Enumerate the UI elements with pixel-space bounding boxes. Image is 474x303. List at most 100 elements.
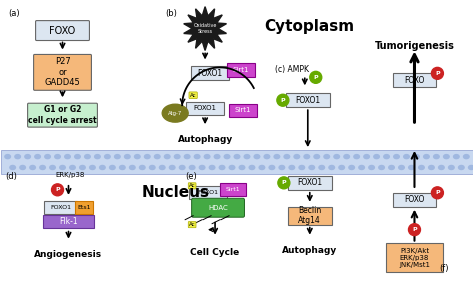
- Ellipse shape: [388, 165, 395, 170]
- Bar: [288, 176, 332, 190]
- Text: Beclin
Atg14: Beclin Atg14: [298, 206, 321, 225]
- Ellipse shape: [9, 165, 16, 170]
- Text: FOXO1: FOXO1: [50, 205, 71, 210]
- Ellipse shape: [358, 165, 365, 170]
- Ellipse shape: [298, 165, 305, 170]
- Ellipse shape: [433, 154, 440, 159]
- Ellipse shape: [149, 165, 156, 170]
- Text: Ac: Ac: [189, 222, 195, 227]
- Text: Oxidative
Stress: Oxidative Stress: [193, 23, 217, 34]
- Ellipse shape: [129, 165, 136, 170]
- Ellipse shape: [24, 154, 31, 159]
- Ellipse shape: [463, 154, 470, 159]
- Text: FOXO1: FOXO1: [198, 190, 219, 195]
- Circle shape: [409, 224, 420, 236]
- Ellipse shape: [59, 165, 66, 170]
- Ellipse shape: [238, 165, 246, 170]
- Ellipse shape: [313, 154, 320, 159]
- Text: FOXO1: FOXO1: [193, 105, 217, 111]
- Ellipse shape: [353, 154, 360, 159]
- Bar: [189, 186, 227, 199]
- Ellipse shape: [268, 165, 275, 170]
- Text: Atg-7: Atg-7: [168, 111, 182, 116]
- Text: (c) AMPK: (c) AMPK: [275, 65, 309, 75]
- Ellipse shape: [29, 165, 36, 170]
- Ellipse shape: [159, 165, 166, 170]
- Text: FOXO1: FOXO1: [295, 96, 320, 105]
- Ellipse shape: [79, 165, 86, 170]
- Ellipse shape: [303, 154, 310, 159]
- Ellipse shape: [104, 154, 111, 159]
- Ellipse shape: [348, 165, 355, 170]
- Ellipse shape: [418, 165, 425, 170]
- Ellipse shape: [323, 154, 330, 159]
- Ellipse shape: [318, 165, 325, 170]
- Ellipse shape: [84, 154, 91, 159]
- Ellipse shape: [74, 154, 81, 159]
- Ellipse shape: [64, 154, 71, 159]
- Ellipse shape: [458, 165, 465, 170]
- Ellipse shape: [293, 154, 301, 159]
- Ellipse shape: [413, 154, 420, 159]
- Text: Cytoplasm: Cytoplasm: [264, 18, 355, 34]
- Ellipse shape: [114, 154, 121, 159]
- Text: (e): (e): [185, 172, 197, 181]
- Ellipse shape: [288, 165, 295, 170]
- Text: P: P: [412, 227, 417, 232]
- Ellipse shape: [234, 154, 240, 159]
- Ellipse shape: [144, 154, 151, 159]
- Text: Cell Cycle: Cell Cycle: [191, 248, 240, 257]
- Ellipse shape: [173, 154, 181, 159]
- Bar: [75, 201, 93, 214]
- Text: Ets1: Ets1: [78, 205, 91, 210]
- Ellipse shape: [119, 165, 126, 170]
- FancyBboxPatch shape: [34, 55, 91, 90]
- Ellipse shape: [109, 165, 116, 170]
- Ellipse shape: [183, 154, 191, 159]
- Ellipse shape: [124, 154, 131, 159]
- Ellipse shape: [408, 165, 415, 170]
- Text: (b): (b): [165, 9, 177, 18]
- Ellipse shape: [368, 165, 375, 170]
- Bar: [392, 73, 437, 87]
- Ellipse shape: [244, 154, 250, 159]
- Text: HDAC: HDAC: [208, 205, 228, 211]
- Ellipse shape: [14, 154, 21, 159]
- Bar: [186, 102, 224, 115]
- Ellipse shape: [398, 165, 405, 170]
- Ellipse shape: [94, 154, 101, 159]
- Circle shape: [431, 187, 443, 199]
- Ellipse shape: [428, 165, 435, 170]
- Text: Angiogenesis: Angiogenesis: [35, 250, 102, 258]
- Ellipse shape: [373, 154, 380, 159]
- Ellipse shape: [199, 165, 206, 170]
- Text: P: P: [55, 187, 60, 192]
- Ellipse shape: [423, 154, 430, 159]
- Text: FOXO1: FOXO1: [297, 178, 322, 187]
- Text: Sirt1: Sirt1: [235, 107, 251, 113]
- Ellipse shape: [134, 154, 141, 159]
- Ellipse shape: [44, 154, 51, 159]
- Ellipse shape: [283, 154, 291, 159]
- Ellipse shape: [179, 165, 186, 170]
- Bar: [44, 201, 77, 214]
- Ellipse shape: [49, 165, 56, 170]
- Ellipse shape: [254, 154, 260, 159]
- Circle shape: [52, 184, 64, 196]
- Text: Sirt1: Sirt1: [233, 67, 249, 73]
- Ellipse shape: [264, 154, 270, 159]
- Text: FOXO: FOXO: [404, 76, 425, 85]
- Ellipse shape: [258, 165, 265, 170]
- Bar: [229, 104, 257, 117]
- Text: P: P: [282, 180, 286, 185]
- Ellipse shape: [189, 165, 196, 170]
- Text: P: P: [435, 71, 440, 76]
- Text: Autophagy: Autophagy: [177, 135, 233, 144]
- Circle shape: [278, 177, 290, 189]
- Circle shape: [277, 94, 289, 106]
- Ellipse shape: [443, 154, 450, 159]
- Ellipse shape: [39, 165, 46, 170]
- Bar: [43, 215, 94, 228]
- Ellipse shape: [438, 165, 445, 170]
- Ellipse shape: [99, 165, 106, 170]
